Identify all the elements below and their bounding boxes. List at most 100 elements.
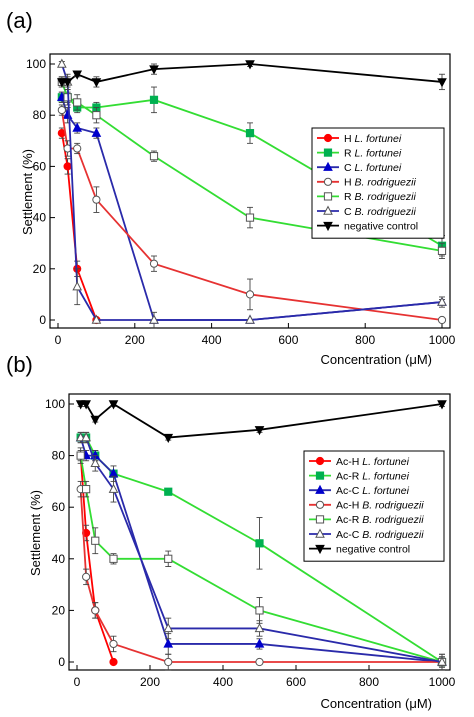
data-point [109,639,118,649]
data-point [245,290,255,299]
plot-frame [68,393,451,671]
data-point [73,98,82,107]
data-point [164,657,173,667]
data-point [62,78,73,88]
legend-label: Ac-R B. rodriguezii [336,514,424,526]
series-7 [75,400,447,444]
y-tick-label: 20 [52,603,66,617]
data-point [91,606,100,615]
x-tick-label: 0 [74,675,81,689]
data-point [163,638,174,648]
data-point [245,129,255,138]
data-point [437,78,447,88]
legend-label: Ac-C L. fortunei [336,485,410,497]
legend-marker [315,484,325,494]
data-point [92,111,101,120]
legend-label: Ac-R L. fortunei [336,470,410,482]
series-4 [57,104,447,325]
data-point [437,400,447,410]
legend-label: H B. rodriguezii [344,177,416,189]
legend-marker [315,500,325,509]
x-tick-label: 1000 [429,333,456,347]
series-line [60,132,98,321]
series-5 [76,447,447,671]
data-point [149,152,159,161]
data-point [72,70,83,80]
legend-label: C B. rodriguezii [344,206,416,218]
x-tick-label: 200 [140,675,160,689]
x-tick-label: 400 [213,675,233,689]
x-axis-title: Concentration (μM) [320,352,432,367]
legend-box [311,127,445,239]
y-tick-label: 80 [33,108,47,122]
legend-marker [323,133,333,143]
y-tick-label: 80 [52,449,66,463]
data-point [109,554,118,563]
y-tick-label: 0 [39,313,46,327]
x-tick-label: 800 [359,675,379,689]
data-point [164,554,173,563]
legend-marker [323,192,333,201]
legend-marker [315,456,325,466]
data-point [437,315,447,325]
series-7 [57,60,447,91]
data-point [437,246,447,255]
data-point [91,127,102,137]
data-point [149,65,159,75]
data-point [57,78,67,88]
data-point [72,281,83,291]
legend-label: C L. fortunei [344,162,402,174]
legend-marker [315,528,325,538]
legend-label: Ac-H B. rodriguezii [336,500,424,512]
data-point [76,451,85,460]
legend: H L. fortunei R L. fortunei C L. fortunei H… [311,127,445,239]
y-tick-label: 40 [33,211,47,225]
legend-label: negative control [336,543,410,555]
data-point [163,433,174,444]
y-tick-label: 60 [33,159,47,173]
data-point [255,657,264,667]
data-point [255,539,264,548]
data-point [254,426,265,436]
data-point [73,144,82,153]
data-point [90,415,101,425]
data-point [437,656,447,666]
data-point [255,606,264,615]
y-tick-label: 0 [58,655,65,669]
panel-label: (a) [6,8,33,33]
data-point [108,400,119,410]
data-point [81,432,91,442]
x-axis-title: Concentration (μM) [320,696,432,711]
y-axis-title: Settlement (%) [28,490,43,576]
x-tick-label: 600 [278,333,298,347]
y-tick-label: 40 [52,552,66,566]
data-point [91,314,102,324]
data-point [109,657,118,667]
data-point [108,483,119,493]
x-tick-label: 600 [286,675,306,689]
data-point [149,314,159,324]
legend-label: negative control [344,220,418,232]
data-point [254,622,265,633]
data-point [437,296,447,306]
panel-b: (b) 0 200 400 600 800 1000 0 20 40 60 80 100 Concentr… [6,352,456,711]
series-line [79,455,115,663]
data-point [91,78,102,88]
data-point [91,536,100,545]
data-point [164,487,173,496]
legend-label: H L. fortunei [344,133,402,145]
y-tick-label: 60 [52,500,66,514]
y-tick-label: 100 [45,397,65,411]
legend-box [303,450,445,562]
y-tick-label: 100 [26,57,46,71]
y-axis-title: Settlement (%) [20,149,35,235]
data-point [63,162,72,171]
data-point [82,572,91,581]
data-point [57,58,67,68]
x-tick-label: 1000 [429,675,456,689]
panel-label: (b) [6,352,33,377]
legend-marker [323,177,333,186]
x-tick-label: 400 [202,333,222,347]
legend-label: R B. rodriguezii [344,191,416,203]
